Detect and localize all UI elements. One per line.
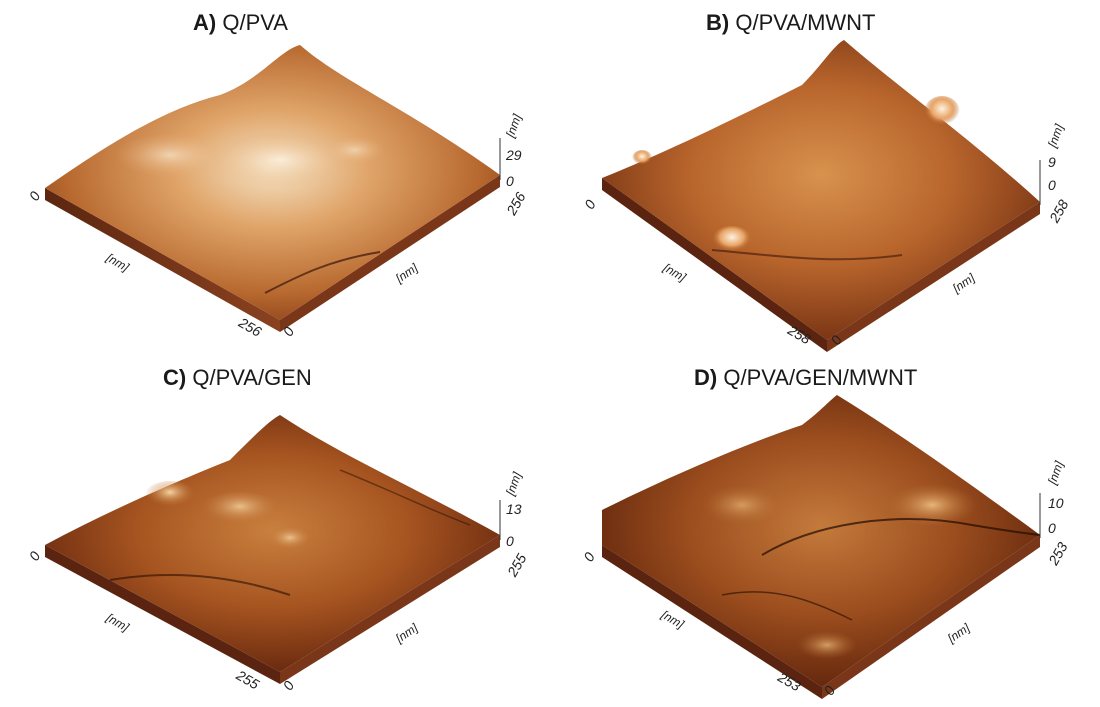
panel-d-bump xyxy=(797,631,857,659)
panel-a-y-unit: [nm] xyxy=(103,250,132,275)
panel-b-y-unit: [nm] xyxy=(660,260,689,285)
panel-b-bump xyxy=(632,150,652,166)
panel-b-bump xyxy=(924,96,960,128)
panel-c-x-unit: [nm] xyxy=(392,620,421,646)
panel-a-highlight xyxy=(210,132,350,188)
panel-d-bump xyxy=(702,485,782,525)
panel-b-letter: B) xyxy=(706,10,729,35)
panel-a-label: Q/PVA xyxy=(222,10,288,35)
panel-a-origin: 0 xyxy=(26,188,44,203)
panel-a-x-unit: [nm] xyxy=(392,260,421,286)
panel-c-letter: C) xyxy=(163,365,186,390)
panel-d-xmax: 253 xyxy=(1045,539,1071,568)
panel-d-letter: D) xyxy=(694,365,717,390)
panel-c-afm-image: [nm] 13 0 255 [nm] [nm] 255 0 0 xyxy=(10,400,550,700)
panel-c-zmax: 13 xyxy=(506,501,522,517)
panel-c-origin-2: 0 xyxy=(279,678,297,693)
panel-d-z-unit: [nm] xyxy=(1045,459,1067,487)
panel-d-origin: 0 xyxy=(580,549,598,564)
panel-c-title: C) Q/PVA/GEN xyxy=(163,365,312,391)
panel-a-xmax: 256 xyxy=(503,189,529,218)
panel-b-surface xyxy=(602,40,1040,340)
panel-b-x-unit: [nm] xyxy=(949,270,978,296)
panel-d-zmax: 10 xyxy=(1048,495,1064,511)
panel-c-zmin: 0 xyxy=(506,533,514,549)
panel-a-z-unit: [nm] xyxy=(503,112,525,140)
panel-d-afm-image: [nm] 10 0 253 [nm] [nm] 253 0 0 xyxy=(572,395,1092,700)
panel-c-label: Q/PVA/GEN xyxy=(192,365,311,390)
panel-d-title: D) Q/PVA/GEN/MWNT xyxy=(694,365,917,391)
panel-c-z-unit: [nm] xyxy=(503,470,525,498)
panel-d-x-unit: [nm] xyxy=(944,620,973,646)
panel-d-label: Q/PVA/GEN/MWNT xyxy=(723,365,917,390)
panel-c-y-unit: [nm] xyxy=(103,610,132,635)
panel-c-xmax: 255 xyxy=(503,551,529,580)
panel-a-zmax: 29 xyxy=(505,147,522,163)
panel-a-title: A) Q/PVA xyxy=(193,10,288,36)
panel-b-zmax: 9 xyxy=(1048,154,1056,170)
panel-b-label: Q/PVA/MWNT xyxy=(735,10,875,35)
panel-b-zmin: 0 xyxy=(1048,177,1056,193)
panel-c-origin: 0 xyxy=(26,548,44,563)
panel-d-zmin: 0 xyxy=(1048,520,1056,536)
panel-b-afm-image: [nm] 9 0 258 [nm] [nm] 258 0 0 xyxy=(572,40,1092,350)
panel-a-zmin: 0 xyxy=(506,173,514,189)
panel-b-xmax: 258 xyxy=(1045,197,1071,226)
panel-a-letter: A) xyxy=(193,10,216,35)
panel-c-bump xyxy=(268,528,312,552)
panel-a-highlight xyxy=(115,133,225,177)
panel-b-z-unit: [nm] xyxy=(1045,122,1067,150)
panel-a-highlight xyxy=(325,136,385,164)
panel-c-bump xyxy=(200,492,280,528)
panel-b-title: B) Q/PVA/MWNT xyxy=(706,10,876,36)
panel-b-origin: 0 xyxy=(581,197,599,212)
panel-c-bump xyxy=(145,481,195,509)
panel-d-y-unit: [nm] xyxy=(658,607,687,632)
panel-a-afm-image: [nm] 29 0 256 [nm] [nm] 256 0 0 xyxy=(10,40,550,340)
